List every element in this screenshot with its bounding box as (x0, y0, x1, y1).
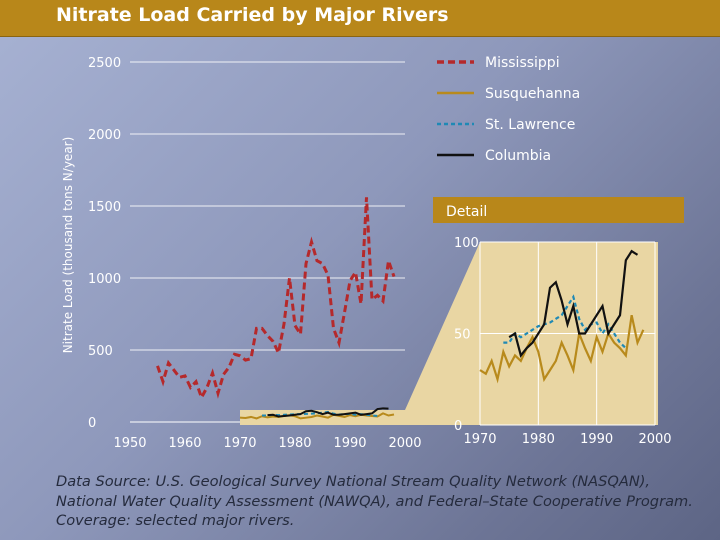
main-grid (130, 61, 405, 423)
detail-series-line-susquehanna (479, 314, 645, 384)
x-tick-label-1990: 1990 (333, 436, 366, 451)
detail-x-tick-label-1980: 1980 (522, 432, 555, 447)
detail-header (433, 197, 684, 223)
detail-x-tick-label-1970: 1970 (463, 432, 496, 447)
y-tick-label-1000: 1000 (88, 272, 121, 287)
x-tick-label-1950: 1950 (113, 436, 146, 451)
detail-title: Detail (446, 204, 487, 220)
chart-title: Nitrate Load Carried by Major Rivers (56, 4, 449, 26)
detail-y-tick-label-0: 0 (454, 419, 462, 434)
detail-x-tick-label-1990: 1990 (580, 432, 613, 447)
x-tick-label-1960: 1960 (168, 436, 201, 451)
legend-label-mississippi: Mississippi (485, 55, 560, 71)
y-tick-label-0: 0 (88, 416, 96, 431)
main-ticks: 0 500 1000 1500 2000 2500 1950 1960 1970 1980 1990… (88, 56, 422, 451)
legend-label-columbia: Columbia (485, 148, 551, 164)
detail-series (479, 249, 645, 384)
legend-label-susquehanna: Susquehanna (485, 86, 580, 102)
y-tick-label-2500: 2500 (88, 56, 121, 71)
x-tick-label-1980: 1980 (278, 436, 311, 451)
detail-y-tick-label-50: 50 (454, 328, 471, 343)
detail-ticks: 0 50 100 1970 1980 1990 2000 (454, 236, 672, 447)
x-tick-label-1970: 1970 (223, 436, 256, 451)
y-axis-label: Nitrate Load (thousand tons N/year) (61, 137, 75, 354)
series-line-mississippi (156, 197, 396, 402)
series-line-columbia (267, 407, 389, 418)
y-tick-label-500: 500 (88, 344, 113, 359)
data-source-caption: Data Source: U.S. Geological Survey Nati… (56, 473, 693, 529)
y-tick-label-1500: 1500 (88, 200, 121, 215)
legend-label-st-lawrence: St. Lawrence (485, 117, 575, 133)
detail-x-tick-label-2000: 2000 (638, 432, 671, 447)
nitrate-chart: Nitrate Load (thousand tons N/year) 0500… (61, 55, 684, 451)
title-bar: Nitrate Load Carried by Major Rivers (0, 0, 720, 37)
detail-y-tick-label-100: 100 (454, 236, 479, 251)
y-tick-label-2000: 2000 (88, 128, 121, 143)
main-series (156, 197, 396, 420)
legend: Mississippi Susquehanna St. Lawrence Columb… (437, 55, 580, 164)
x-tick-label-2000: 2000 (388, 436, 421, 451)
detail-connector (240, 242, 480, 425)
detail-series-line-columbia (508, 249, 639, 358)
